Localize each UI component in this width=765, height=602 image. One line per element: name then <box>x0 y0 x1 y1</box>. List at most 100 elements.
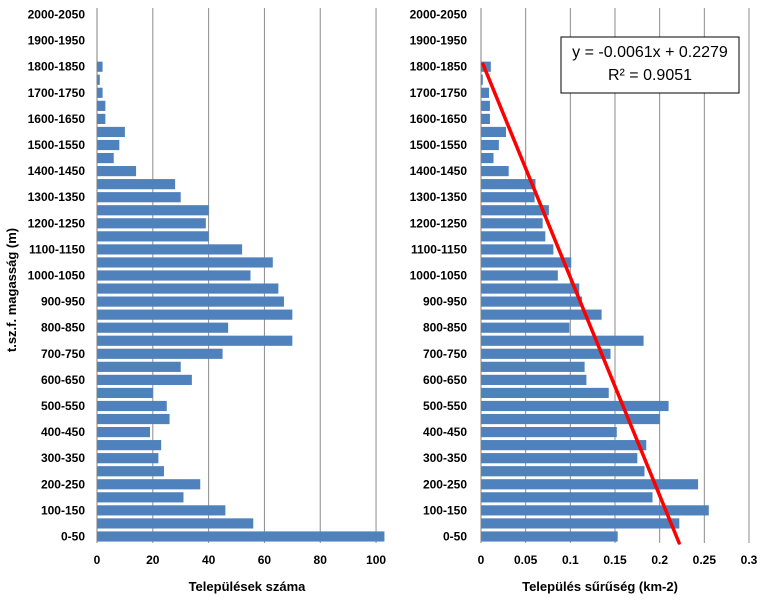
bar <box>481 426 617 438</box>
bar <box>481 296 582 307</box>
bar <box>97 205 209 216</box>
bar <box>97 479 201 490</box>
bar <box>481 283 580 294</box>
x-tick-label: 60 <box>258 553 272 567</box>
y-tick-label: 1300-1350 <box>410 190 468 204</box>
y-tick-label: 2000-2050 <box>410 8 468 22</box>
y-tick-label: 500-550 <box>423 399 467 413</box>
bar <box>97 453 159 464</box>
bar <box>97 387 153 399</box>
x-tick-label: 0.1 <box>562 553 579 567</box>
bar <box>481 231 546 242</box>
bar <box>481 309 602 320</box>
bar <box>481 361 585 372</box>
bar <box>481 74 483 85</box>
x-tick-label: 0.3 <box>741 553 758 567</box>
y-tick-label: 700-750 <box>423 347 467 361</box>
y-tick-label: 1100-1150 <box>29 242 85 256</box>
trendline-equation: y = -0.0061x + 0.2279 <box>572 44 728 61</box>
y-tick-label: 400-450 <box>41 425 85 439</box>
bar <box>481 113 490 125</box>
bar <box>97 152 114 164</box>
bar <box>97 74 100 85</box>
y-tick-label: 0-50 <box>61 529 85 543</box>
bar <box>481 348 611 359</box>
y-tick-label: 1600-1650 <box>410 112 468 126</box>
bar <box>481 453 638 464</box>
left-x-tick-labels: 0 20 40 60 80 100 <box>94 553 387 567</box>
bar <box>97 518 254 529</box>
bar <box>97 400 167 412</box>
x-tick-label: 0.05 <box>514 553 538 567</box>
bar <box>481 374 587 385</box>
bar <box>97 348 223 359</box>
x-tick-label: 40 <box>202 553 216 567</box>
bar <box>97 231 209 242</box>
y-tick-label: 200-250 <box>423 477 467 491</box>
bar <box>481 87 490 98</box>
y-tick-label: 1900-1950 <box>410 34 468 48</box>
right-gridlines <box>525 8 750 543</box>
y-tick-label: 1800-1850 <box>410 60 468 74</box>
y-tick-label: 1500-1550 <box>28 138 86 152</box>
bar <box>97 440 162 451</box>
x-tick-label: 0 <box>478 553 485 567</box>
y-tick-label: 600-650 <box>423 373 467 387</box>
bar <box>97 126 125 138</box>
y-tick-label: 700-750 <box>41 347 85 361</box>
bar <box>97 100 106 111</box>
y-tick-label: 1800-1850 <box>28 60 86 74</box>
x-tick-label: 80 <box>314 553 328 567</box>
x-tick-label: 0.25 <box>693 553 717 567</box>
x-tick-label: 100 <box>366 553 386 567</box>
right-y-tick-labels: 0-50 100-150 200-250 300-350 400-450 500-550 6… <box>410 8 468 544</box>
bar <box>97 87 103 98</box>
y-tick-label: 1700-1750 <box>28 86 86 100</box>
bar <box>97 374 192 385</box>
bar <box>97 192 181 203</box>
y-tick-label: 1500-1550 <box>410 138 468 152</box>
bar <box>97 244 243 255</box>
right-bars <box>481 61 709 542</box>
trendline-r-squared: R² = 0.9051 <box>608 67 692 84</box>
y-tick-label: 300-350 <box>41 451 85 465</box>
y-tick-label: 2000-2050 <box>28 8 86 22</box>
bar <box>481 505 709 516</box>
bar <box>97 296 284 307</box>
bar <box>481 270 558 281</box>
y-tick-label: 200-250 <box>41 477 85 491</box>
y-tick-label: 1900-1950 <box>28 34 86 48</box>
bar <box>481 322 570 333</box>
bar <box>481 335 644 346</box>
bar <box>481 139 499 151</box>
y-tick-label: 0-50 <box>443 529 467 543</box>
bar <box>481 205 549 216</box>
bar <box>97 426 151 438</box>
left-chart: 0-50 100-150 200-250 300-350 400-450 500-550 6… <box>4 8 386 594</box>
bar <box>97 335 293 346</box>
bar <box>481 466 645 477</box>
bar <box>97 257 273 268</box>
bar <box>97 361 181 372</box>
bar <box>97 322 229 333</box>
bar <box>481 126 507 138</box>
bar <box>97 113 106 125</box>
y-tick-label: 900-950 <box>423 295 467 309</box>
right-x-tick-labels: 0 0.05 0.1 0.15 0.2 0.25 0.3 <box>478 553 758 567</box>
y-tick-label: 800-850 <box>423 321 467 335</box>
x-tick-label: 0 <box>94 553 101 567</box>
bar <box>97 166 137 177</box>
y-tick-label: 1600-1650 <box>28 112 86 126</box>
x-tick-label: 0.2 <box>651 553 668 567</box>
bar <box>97 218 206 229</box>
y-tick-label: 1400-1450 <box>28 164 86 178</box>
y-tick-label: 1100-1150 <box>411 242 467 256</box>
bar <box>481 179 536 190</box>
left-x-axis-title: Települések száma <box>189 579 307 594</box>
y-tick-label: 300-350 <box>423 451 467 465</box>
y-tick-label: 1200-1250 <box>410 216 468 230</box>
bar <box>97 492 184 503</box>
bar <box>97 61 103 72</box>
bar <box>481 479 699 490</box>
